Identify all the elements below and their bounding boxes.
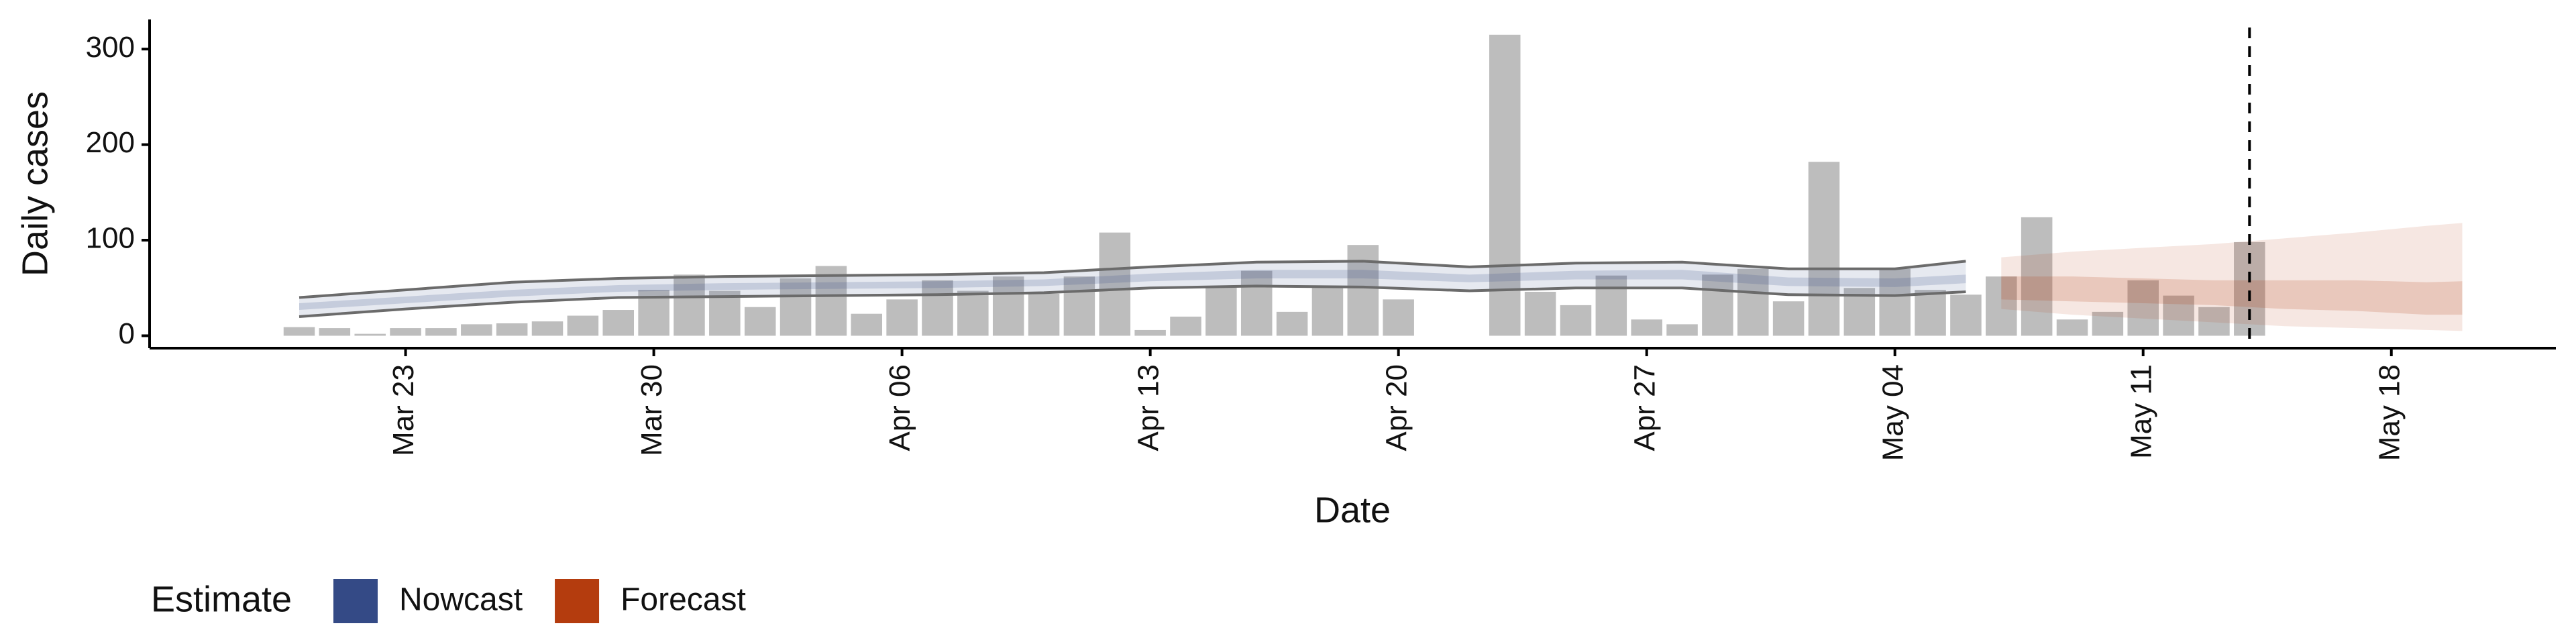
- x-axis-title: Date: [1314, 490, 1391, 530]
- x-tick-label: Apr 13: [1132, 364, 1165, 451]
- bar: [1808, 162, 1840, 336]
- bar: [1595, 275, 1627, 336]
- bar: [2198, 307, 2230, 336]
- bar: [1311, 286, 1344, 336]
- bar: [2163, 295, 2194, 336]
- bar: [992, 276, 1024, 336]
- bar: [1915, 290, 1946, 336]
- y-tick-label: 100: [86, 222, 135, 255]
- bar: [531, 321, 564, 336]
- y-tick-label: 300: [86, 31, 135, 64]
- bar: [1560, 305, 1592, 336]
- bar: [1524, 291, 1556, 336]
- bar: [1347, 245, 1379, 336]
- x-tick-label: Mar 23: [387, 364, 420, 456]
- bar: [1063, 276, 1095, 336]
- band-edge: [299, 260, 1966, 299]
- bar: [1631, 319, 1662, 336]
- bar: [2056, 319, 2088, 336]
- bar: [674, 274, 705, 336]
- bar: [1666, 324, 1698, 336]
- bar: [1170, 316, 1201, 336]
- x-tick-label: Apr 27: [1628, 364, 1661, 451]
- bar: [319, 328, 351, 336]
- bar: [1240, 270, 1273, 336]
- bar: [1134, 329, 1166, 336]
- bar: [957, 290, 989, 336]
- bar: [1489, 34, 1521, 336]
- band-outer: [2001, 223, 2463, 331]
- legend-title: Estimate: [151, 579, 292, 619]
- bar: [886, 299, 918, 336]
- bar: [1702, 274, 1733, 336]
- bar: [354, 333, 386, 336]
- bar: [496, 323, 528, 336]
- bar: [390, 328, 421, 336]
- y-axis-title: Daily cases: [15, 91, 55, 276]
- bar: [815, 266, 847, 336]
- x-tick-label: Apr 20: [1380, 364, 1413, 451]
- bar: [2021, 217, 2053, 336]
- band-edge: [299, 284, 1966, 318]
- band-inner: [299, 270, 1966, 311]
- x-tick-label: Mar 30: [635, 364, 668, 456]
- bar: [425, 328, 457, 336]
- x-tick-label: May 18: [2373, 364, 2406, 461]
- bar: [1383, 299, 1414, 336]
- bar: [461, 324, 492, 336]
- bar: [1205, 286, 1237, 336]
- bar: [2127, 280, 2159, 336]
- bar: [851, 313, 883, 336]
- bar: [1276, 311, 1308, 336]
- bar: [922, 280, 953, 336]
- bar: [567, 315, 599, 336]
- bar: [602, 310, 634, 336]
- bar: [283, 327, 315, 336]
- x-tick-label: May 04: [1876, 364, 1909, 461]
- y-tick-label: 200: [86, 126, 135, 159]
- bar: [1028, 293, 1060, 336]
- legend-swatch: [555, 579, 600, 623]
- legend-swatch: [333, 579, 378, 623]
- legend-label: Nowcast: [399, 582, 523, 618]
- bar: [744, 307, 776, 336]
- bar: [2092, 311, 2124, 336]
- band-outer: [299, 261, 1966, 317]
- legend-label: Forecast: [621, 582, 746, 618]
- bar: [1737, 268, 1769, 336]
- bar: [1986, 276, 2017, 336]
- x-tick-label: Apr 06: [883, 364, 916, 451]
- bar: [1099, 232, 1131, 336]
- y-tick-label: 0: [119, 317, 135, 350]
- bar: [1950, 294, 1982, 336]
- bar: [1772, 301, 1805, 336]
- bar: [709, 290, 741, 336]
- band-inner: [2001, 276, 2463, 315]
- bar: [1879, 268, 1911, 336]
- bar: [780, 278, 812, 336]
- x-tick-label: May 11: [2125, 364, 2157, 459]
